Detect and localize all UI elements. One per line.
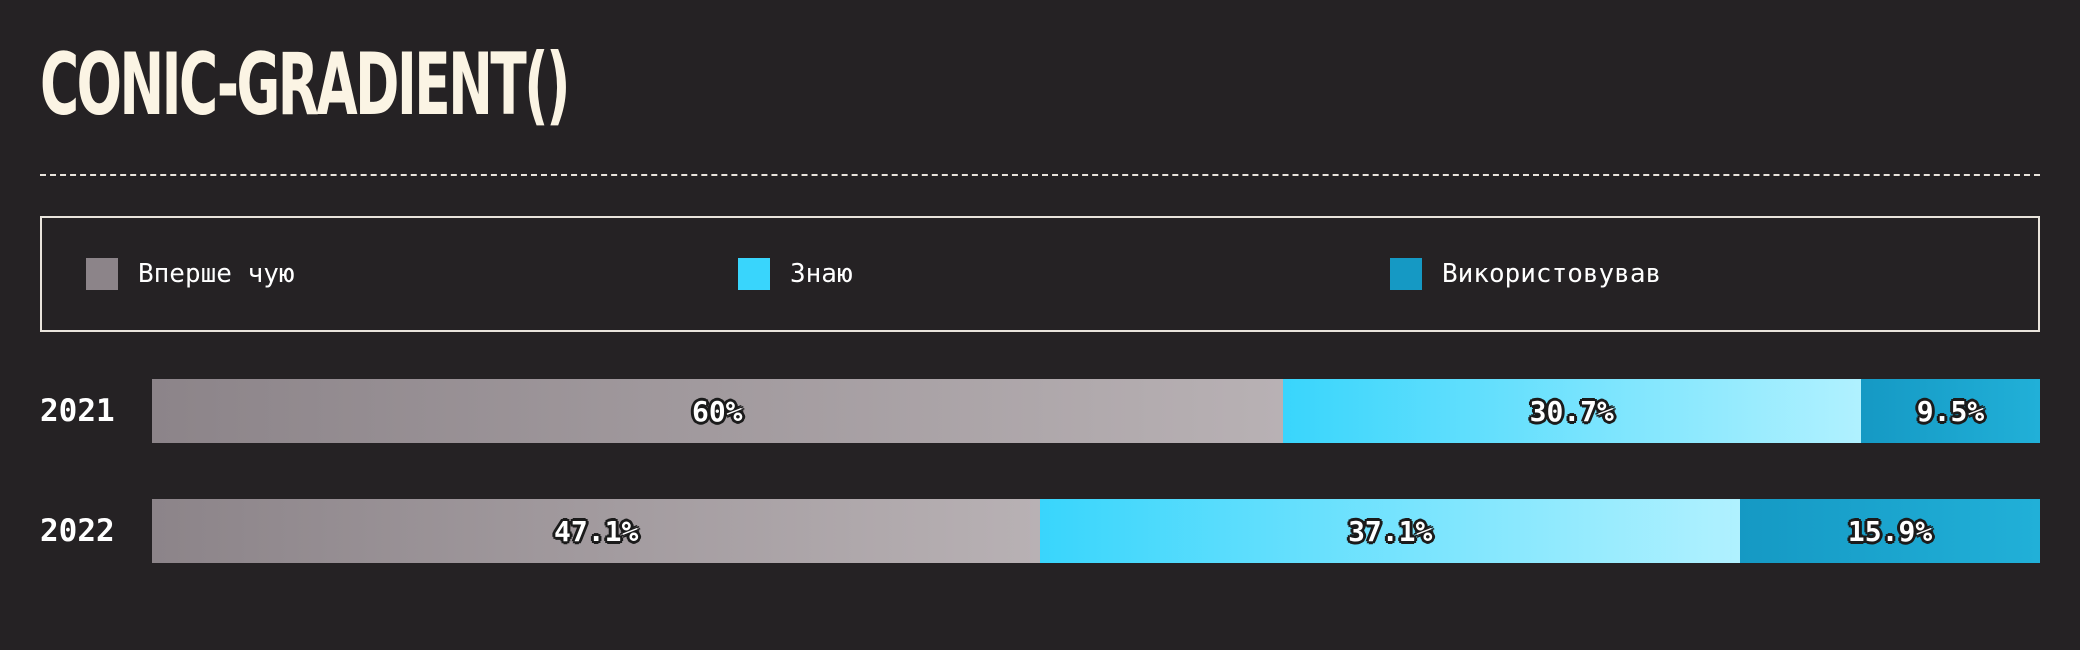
divider: [40, 174, 2040, 176]
data-label-first-time-2021: 60%: [691, 394, 743, 428]
data-label-know-2022: 37.1%: [1348, 514, 1433, 548]
bar-segment-know-2022: 37.1%: [1040, 499, 1741, 563]
legend-label-know: Знаю: [790, 259, 853, 289]
legend-swatch-first-time: [86, 258, 118, 290]
data-label-first-time-2022: 47.1%: [554, 514, 639, 548]
bar-segment-first-time-2022: 47.1%: [152, 499, 1041, 563]
row-label-2021: 2021: [40, 393, 115, 429]
chart-legend: Вперше чую Знаю Використовував: [40, 216, 2040, 332]
bar-segment-know-2021: 30.7%: [1282, 379, 1861, 443]
stacked-bar-2021: 60% 30.7% 9.5%: [152, 379, 2040, 443]
data-label-used-2021: 9.5%: [1916, 394, 1985, 428]
legend-label-used: Використовував: [1442, 259, 1662, 289]
bar-segment-first-time-2021: 60%: [152, 379, 1283, 443]
legend-label-first-time: Вперше чую: [138, 259, 295, 289]
legend-swatch-used: [1390, 258, 1422, 290]
data-label-used-2022: 15.9%: [1847, 514, 1933, 548]
legend-item-know: Знаю: [738, 258, 853, 290]
row-label-2022: 2022: [40, 513, 115, 549]
legend-swatch-know: [738, 258, 770, 290]
legend-item-used: Використовував: [1390, 258, 1661, 290]
data-label-know-2021: 30.7%: [1529, 394, 1614, 428]
bar-segment-used-2021: 9.5%: [1860, 379, 2040, 443]
stacked-bar-2022: 47.1% 37.1% 15.9%: [152, 499, 2040, 563]
page-title: CONIC-GRADIENT(): [40, 35, 571, 135]
bar-segment-used-2022: 15.9%: [1740, 499, 2040, 563]
legend-item-first-time: Вперше чую: [86, 258, 295, 290]
